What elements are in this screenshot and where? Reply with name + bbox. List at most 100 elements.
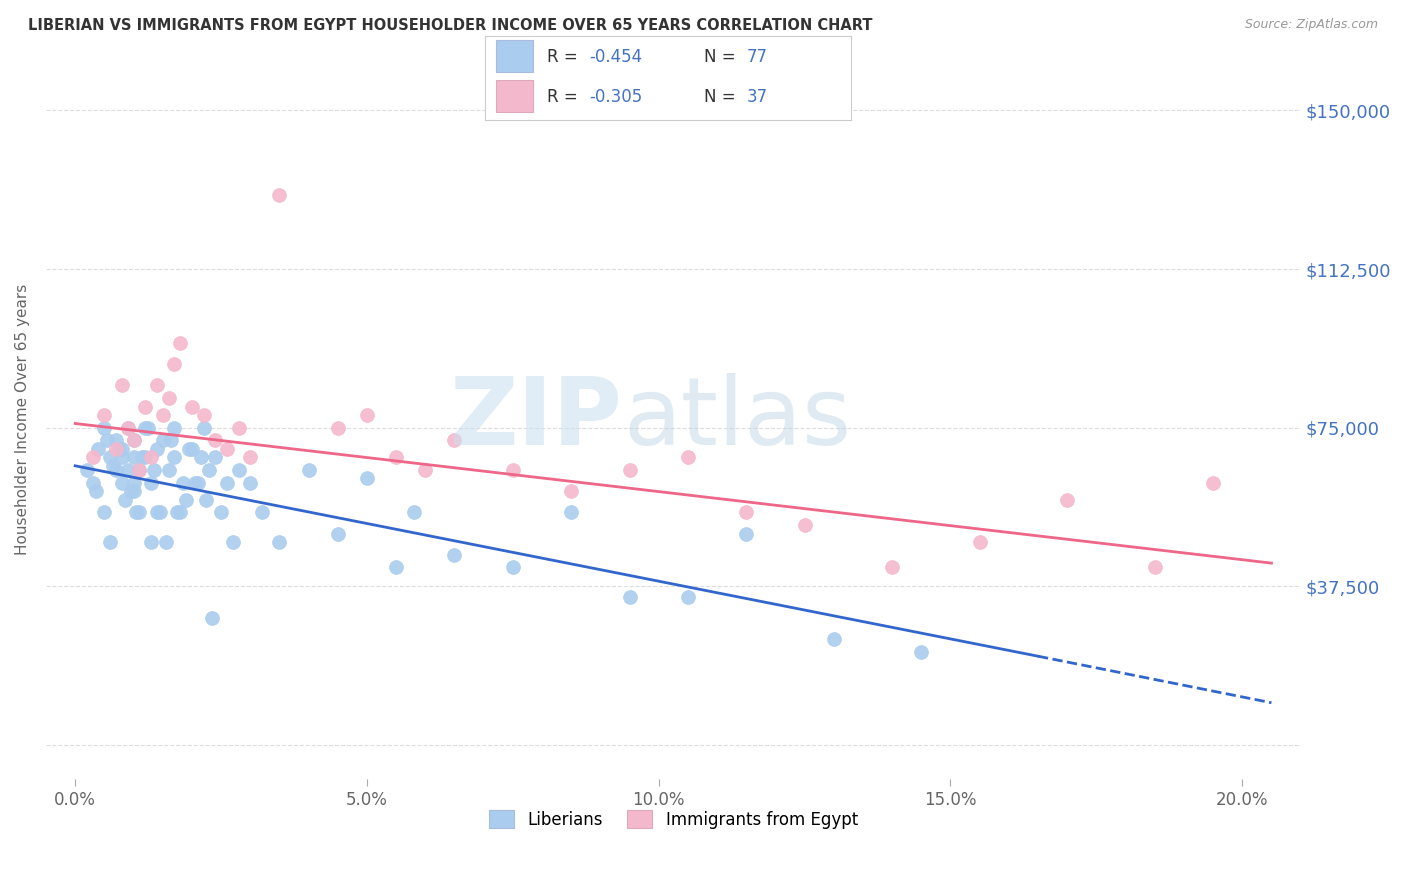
Point bbox=[910, 645, 932, 659]
Point bbox=[560, 505, 582, 519]
Point bbox=[108, 442, 131, 456]
Point bbox=[269, 535, 291, 549]
Point bbox=[82, 475, 104, 490]
Text: Source: ZipAtlas.com: Source: ZipAtlas.com bbox=[1244, 18, 1378, 31]
Point bbox=[117, 421, 139, 435]
Point bbox=[122, 450, 145, 465]
Point bbox=[193, 408, 215, 422]
Point bbox=[122, 434, 145, 448]
Point bbox=[228, 421, 250, 435]
Text: R =: R = bbox=[547, 87, 583, 105]
Text: N =: N = bbox=[704, 87, 741, 105]
Point bbox=[93, 421, 115, 435]
Point bbox=[193, 421, 215, 435]
Point bbox=[142, 463, 165, 477]
Point bbox=[180, 400, 202, 414]
Point bbox=[96, 434, 118, 448]
Point bbox=[105, 442, 128, 456]
FancyBboxPatch shape bbox=[496, 40, 533, 72]
Point bbox=[128, 505, 150, 519]
Point bbox=[177, 442, 200, 456]
Point bbox=[735, 505, 758, 519]
Point bbox=[117, 463, 139, 477]
Point bbox=[172, 475, 194, 490]
Point bbox=[105, 434, 128, 448]
Text: -0.454: -0.454 bbox=[589, 48, 643, 66]
Point bbox=[76, 463, 98, 477]
Point bbox=[413, 463, 436, 477]
Point bbox=[155, 535, 177, 549]
Point bbox=[619, 463, 641, 477]
Point bbox=[326, 421, 349, 435]
Point bbox=[139, 475, 162, 490]
Point bbox=[146, 442, 169, 456]
Point bbox=[443, 548, 465, 562]
Point bbox=[134, 400, 156, 414]
Point bbox=[98, 535, 121, 549]
Point bbox=[111, 378, 134, 392]
Text: N =: N = bbox=[704, 48, 741, 66]
Point bbox=[163, 450, 186, 465]
Point bbox=[502, 463, 524, 477]
Y-axis label: Householder Income Over 65 years: Householder Income Over 65 years bbox=[15, 284, 30, 555]
Point bbox=[122, 484, 145, 499]
Point bbox=[120, 484, 142, 499]
Text: LIBERIAN VS IMMIGRANTS FROM EGYPT HOUSEHOLDER INCOME OVER 65 YEARS CORRELATION C: LIBERIAN VS IMMIGRANTS FROM EGYPT HOUSEH… bbox=[28, 18, 873, 33]
Point bbox=[139, 450, 162, 465]
Point bbox=[111, 442, 134, 456]
Point bbox=[356, 471, 378, 485]
Point bbox=[146, 378, 169, 392]
Point bbox=[356, 408, 378, 422]
Point bbox=[676, 590, 699, 604]
Point bbox=[1056, 492, 1078, 507]
Point bbox=[169, 505, 191, 519]
FancyBboxPatch shape bbox=[496, 79, 533, 112]
Point bbox=[122, 434, 145, 448]
Point bbox=[82, 450, 104, 465]
Point bbox=[117, 421, 139, 435]
Point bbox=[146, 505, 169, 519]
Point bbox=[823, 632, 845, 647]
Point bbox=[222, 535, 245, 549]
Point bbox=[152, 408, 174, 422]
Point bbox=[882, 560, 904, 574]
Point bbox=[1202, 475, 1225, 490]
Point bbox=[209, 505, 232, 519]
Point bbox=[125, 505, 148, 519]
Point bbox=[198, 463, 221, 477]
Point bbox=[180, 442, 202, 456]
Point bbox=[297, 463, 319, 477]
Text: atlas: atlas bbox=[623, 373, 852, 466]
Point bbox=[101, 458, 124, 473]
Point bbox=[131, 450, 153, 465]
Point bbox=[128, 463, 150, 477]
Point bbox=[385, 450, 408, 465]
Point bbox=[619, 590, 641, 604]
Legend: Liberians, Immigrants from Egypt: Liberians, Immigrants from Egypt bbox=[482, 804, 865, 835]
Point bbox=[128, 463, 150, 477]
Point bbox=[215, 475, 238, 490]
Point bbox=[93, 408, 115, 422]
Point bbox=[157, 391, 180, 405]
Text: 37: 37 bbox=[747, 87, 768, 105]
Point bbox=[326, 526, 349, 541]
Point bbox=[204, 434, 226, 448]
Point bbox=[228, 463, 250, 477]
Text: R =: R = bbox=[547, 48, 583, 66]
Point bbox=[969, 535, 991, 549]
Point bbox=[215, 442, 238, 456]
Point bbox=[163, 357, 186, 371]
Point bbox=[239, 475, 262, 490]
Point bbox=[385, 560, 408, 574]
Point bbox=[735, 526, 758, 541]
Point bbox=[402, 505, 425, 519]
Point bbox=[134, 421, 156, 435]
Point bbox=[239, 450, 262, 465]
Point bbox=[111, 475, 134, 490]
Point bbox=[184, 475, 207, 490]
Point bbox=[166, 505, 188, 519]
Point bbox=[157, 463, 180, 477]
Point bbox=[163, 421, 186, 435]
Point bbox=[139, 535, 162, 549]
Point bbox=[111, 450, 134, 465]
